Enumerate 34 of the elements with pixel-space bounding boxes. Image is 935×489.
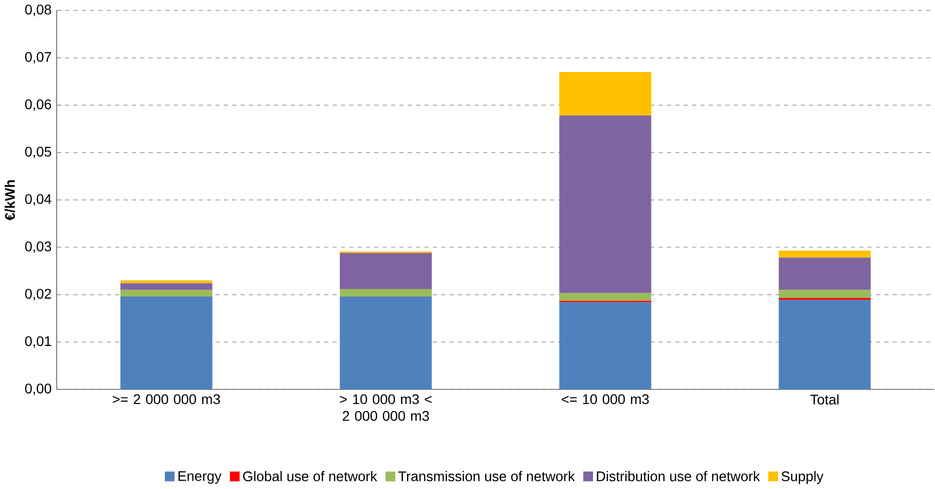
bar: [559, 302, 652, 390]
y-tick-label: 0,06: [25, 99, 52, 112]
x-tick-label: >= 2 000 000 m3: [112, 394, 220, 404]
bar: [778, 250, 871, 258]
bar: [340, 296, 432, 390]
bar: [120, 290, 212, 297]
bar: [120, 280, 212, 284]
bar: [778, 258, 871, 290]
y-axis-title: €/kWh: [4, 180, 16, 220]
y-tick-label: 0,03: [25, 242, 52, 254]
y-tick-label: 0,04: [25, 194, 52, 206]
y-tick-label: 0,00: [25, 384, 52, 396]
x-tick-label: <= 10 000 m3: [562, 394, 649, 404]
legend-label: Transmission use of network: [398, 471, 575, 482]
bar: [120, 296, 212, 390]
bar: [340, 253, 432, 290]
bar: [559, 293, 652, 301]
y-tick-label: 0,05: [25, 146, 52, 158]
y-tick-label: 0,07: [25, 52, 52, 64]
y-tick-label: 0,02: [25, 288, 52, 301]
bar: [778, 300, 871, 390]
x-tick-label: Total: [810, 394, 839, 405]
bar: [340, 289, 432, 297]
bar: [559, 116, 652, 294]
bar: [778, 290, 871, 298]
legend-label: Energy: [178, 471, 222, 484]
legend-label: Global use of network: [243, 471, 378, 482]
y-tick-label: 0,01: [25, 336, 52, 348]
bar: [559, 72, 652, 116]
y-tick-label: 0,08: [25, 4, 52, 16]
legend-label: Supply: [781, 471, 824, 484]
x-tick-label: > 10 000 m3 < 2 000 000 m3: [340, 394, 432, 421]
legend-label: Distribution use of network: [596, 471, 760, 482]
bar: [120, 283, 212, 290]
